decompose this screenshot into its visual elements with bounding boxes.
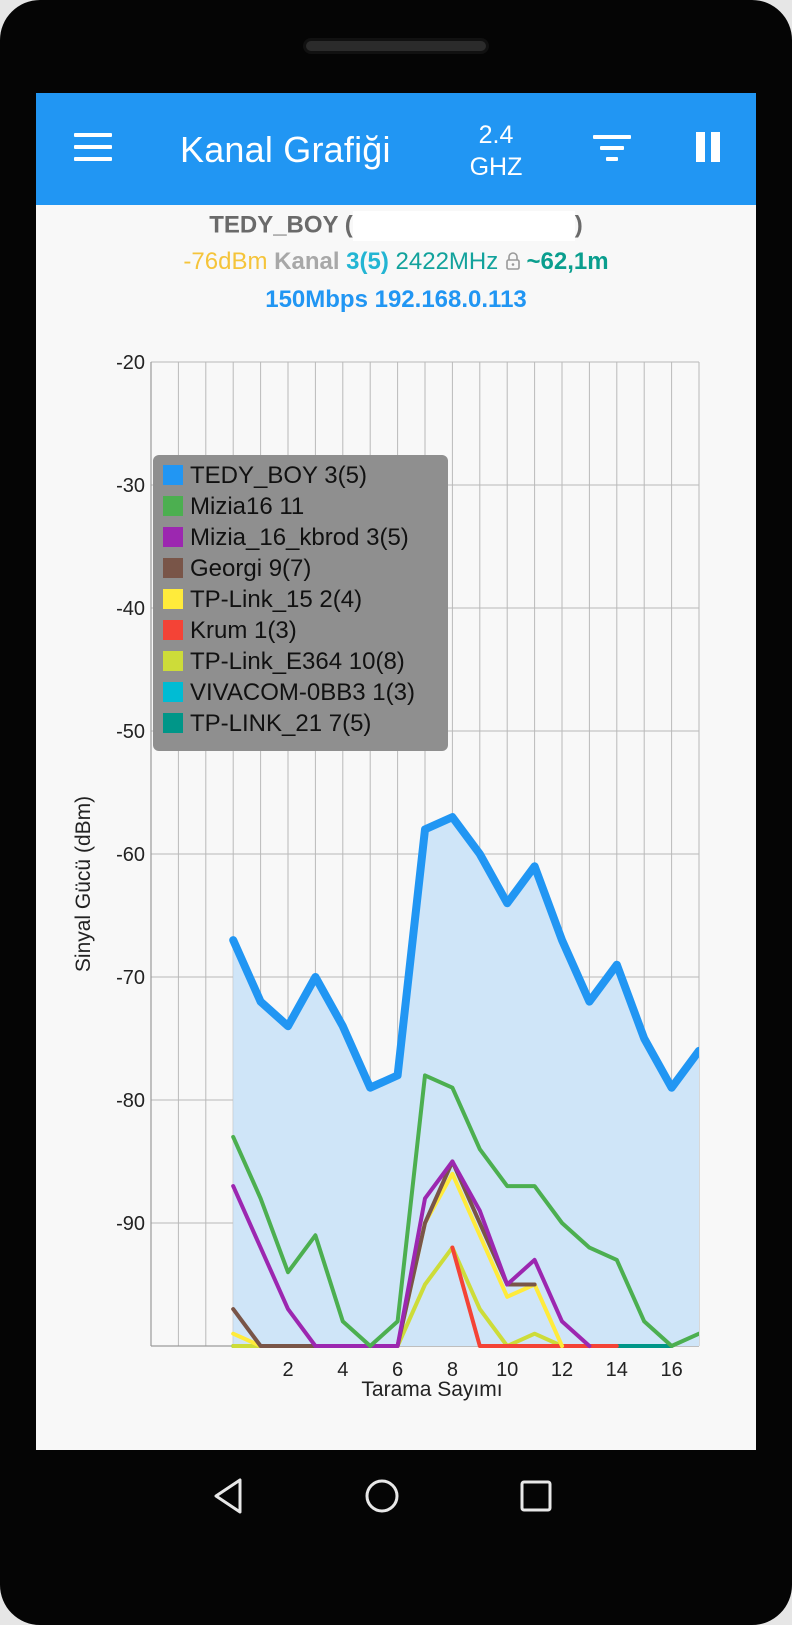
redacted-mac-address (352, 211, 575, 241)
legend-label: Mizia16 11 (190, 493, 304, 520)
connection-details-line: -76dBm Kanal 3(5) 2422MHz ~62,1m (36, 248, 756, 276)
legend-label: Georgi 9(7) (190, 555, 311, 582)
distance-estimate: ~62,1m (526, 248, 609, 275)
y-tick-label: -20 (116, 352, 145, 374)
x-axis-title: Tarama Sayımı (361, 1378, 502, 1401)
series-line-mizia-16-kbrod-3-5- (231, 1159, 592, 1348)
y-axis-title: Sinyal Gücü (dBm) (72, 796, 95, 972)
y-tick-label: -80 (116, 1090, 145, 1112)
close-paren: ) (574, 211, 583, 239)
series-line-mizia16-11 (231, 1073, 699, 1348)
x-tick-label: 14 (606, 1359, 628, 1381)
pause-icon[interactable] (694, 132, 722, 162)
hamburger-menu-icon[interactable] (74, 133, 112, 161)
kanal-label: Kanal (274, 248, 340, 275)
connected-ssid: TEDY_BOY (209, 211, 339, 239)
legend-swatch (163, 558, 183, 578)
frequency-value: 2422MHz (395, 248, 499, 275)
home-circle-icon[interactable] (360, 1474, 404, 1518)
plot-series-group (229, 813, 699, 1348)
band-selector[interactable]: 2.4 GHZ (456, 119, 536, 183)
system-navigation-bar (36, 1450, 756, 1540)
band-unit: GHZ (469, 153, 523, 181)
y-tick-label: -30 (116, 475, 145, 497)
legend-swatch (163, 620, 183, 640)
earpiece-speaker (303, 38, 489, 54)
channel-value: 3(5) (346, 248, 389, 275)
legend-label: Krum 1(3) (190, 617, 297, 644)
page-title: Kanal Grafiği (180, 129, 391, 170)
signal-strength: -76dBm (183, 248, 268, 275)
legend-label: Mizia_16_kbrod 3(5) (190, 524, 409, 551)
legend-swatch (163, 651, 183, 671)
x-tick-label: 8 (447, 1359, 458, 1381)
legend-swatch (163, 496, 183, 516)
connection-ssid-line: TEDY_BOY () (36, 211, 756, 241)
open-paren: ( (344, 211, 353, 239)
app-bar: Kanal Grafiği 2.4 GHZ (36, 93, 756, 205)
band-value: 2.4 (478, 121, 514, 149)
app-screen: Kanal Grafiği 2.4 GHZ TEDY_BOY () -76dBm… (36, 93, 756, 1450)
legend-label: TP-LINK_21 7(5) (190, 710, 371, 737)
legend-label: TEDY_BOY 3(5) (190, 462, 367, 489)
legend-swatch (163, 682, 183, 702)
y-tick-label: -70 (116, 967, 145, 989)
legend-swatch (163, 589, 183, 609)
legend-label: TP-Link_E364 10(8) (190, 648, 405, 675)
legend-swatch (163, 713, 183, 733)
x-tick-label: 6 (392, 1359, 403, 1381)
y-tick-label: -90 (116, 1213, 145, 1235)
legend-label: TP-Link_15 2(4) (190, 586, 362, 613)
legend-label: VIVACOM-0BB3 1(3) (190, 679, 415, 706)
speed-ip-line: 150Mbps 192.168.0.113 (265, 286, 527, 313)
legend-box (153, 455, 448, 751)
recents-square-icon[interactable] (514, 1474, 558, 1518)
channel-graph-chart[interactable]: -20 -30 -40 -50 -60 -70 -80 -90 2 4 6 8 10 12 14 16 Tara… (36, 333, 756, 1423)
lock-icon (505, 252, 527, 274)
y-tick-label: -50 (116, 721, 145, 743)
legend-swatch (163, 527, 183, 547)
legend-swatch (163, 465, 183, 485)
x-tick-label: 4 (337, 1359, 348, 1381)
series-line-tedy-boy-3-5- (229, 813, 699, 1092)
x-tick-label: 2 (282, 1359, 293, 1381)
series-line-krum-1-3- (450, 1245, 619, 1348)
y-tick-label: -40 (116, 598, 145, 620)
back-triangle-icon[interactable] (207, 1474, 251, 1518)
y-tick-label: -60 (116, 844, 145, 866)
x-tick-label: 16 (660, 1359, 682, 1381)
x-tick-label: 10 (496, 1359, 518, 1381)
series-area-highlighted (233, 817, 699, 1346)
filter-icon[interactable] (593, 135, 631, 163)
x-tick-label: 12 (551, 1359, 573, 1381)
